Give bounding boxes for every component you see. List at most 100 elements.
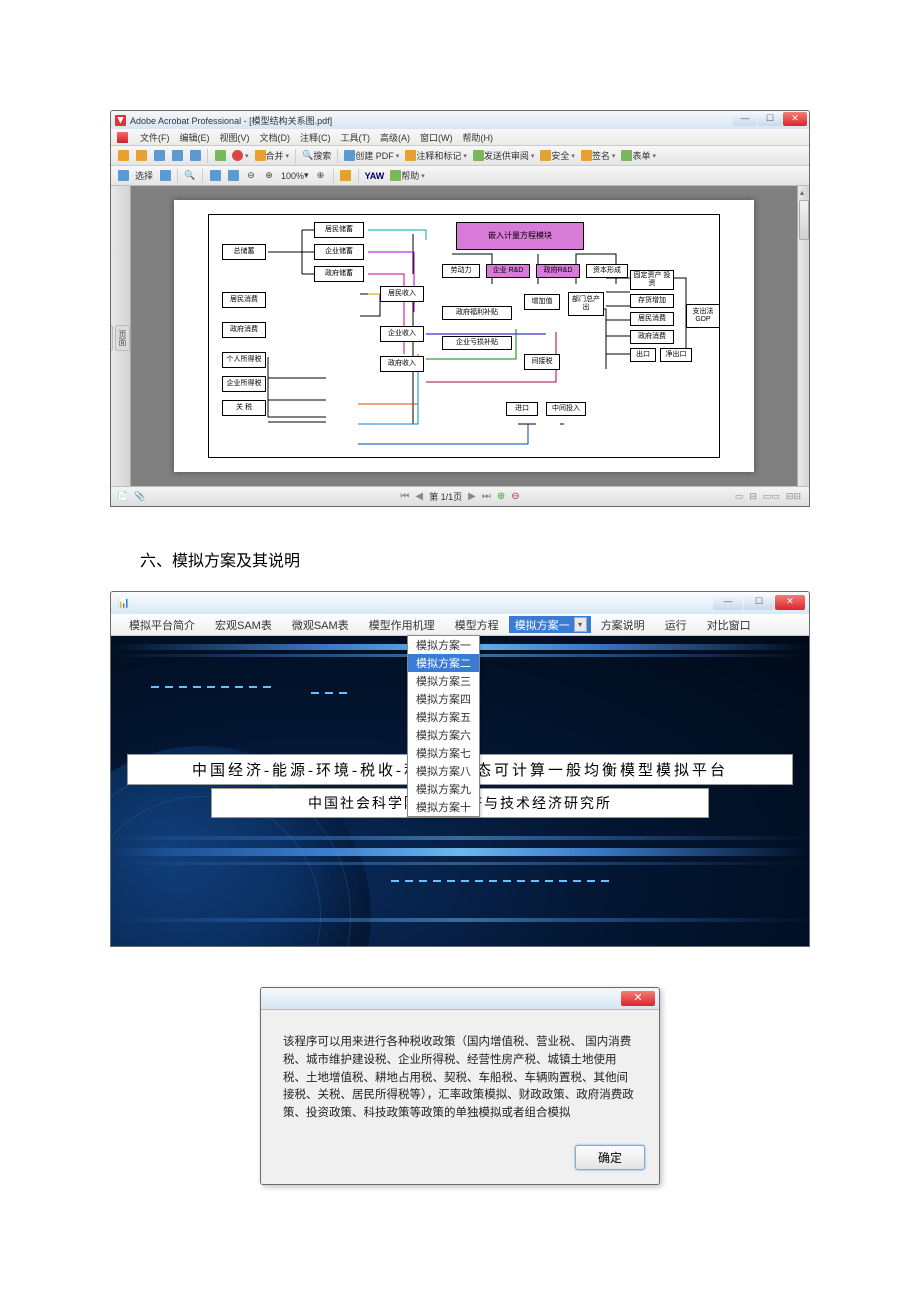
close-button[interactable]: ✕ bbox=[783, 112, 807, 126]
menu-equations[interactable]: 模型方程 bbox=[445, 614, 509, 636]
dropdown-item[interactable]: 模拟方案十 bbox=[408, 798, 479, 816]
snapshot-icon[interactable] bbox=[157, 168, 173, 184]
flowchart: 总储蓄 居民消费 政府消费 个人所得税 企业所得税 关 税 居民储蓄 企业储蓄 … bbox=[208, 214, 720, 458]
platform-titlebar[interactable]: 📊 — ☐ ✕ bbox=[111, 592, 809, 614]
comment-button[interactable]: 注释和标记 bbox=[403, 148, 469, 164]
platform-close-button[interactable]: ✕ bbox=[775, 595, 805, 610]
zoom-in2-icon[interactable]: ⊕ bbox=[261, 168, 277, 184]
acrobat-toolbar-1: 合并 🔍 搜索 创建 PDF 注释和标记 发送供审阅 安全 签名 表单 bbox=[111, 146, 809, 166]
menu-edit[interactable]: 编辑(E) bbox=[180, 131, 210, 144]
dialog-button-row: 确定 bbox=[261, 1139, 659, 1184]
remove-page-icon[interactable]: ⊖ bbox=[511, 491, 519, 502]
dropdown-item[interactable]: 模拟方案五 bbox=[408, 708, 479, 726]
help-button[interactable]: 帮助 bbox=[388, 168, 427, 184]
zoom-out-icon[interactable]: ⊖ bbox=[243, 168, 259, 184]
sidetab-bookmarks[interactable]: 书签 bbox=[110, 325, 113, 351]
menu-file[interactable]: 文件(F) bbox=[140, 131, 170, 144]
facing-icon[interactable]: ▭▭ bbox=[763, 491, 780, 502]
menu-explain[interactable]: 方案说明 bbox=[591, 614, 655, 636]
menu-macro-sam[interactable]: 宏观SAM表 bbox=[205, 614, 282, 636]
create-pdf-button[interactable]: 创建 PDF bbox=[342, 148, 401, 164]
menu-view[interactable]: 视图(V) bbox=[220, 131, 250, 144]
continuous-icon[interactable]: ⊟ bbox=[749, 491, 757, 502]
scrollbar-thumb[interactable] bbox=[799, 200, 809, 240]
dropdown-item[interactable]: 模拟方案二 bbox=[408, 654, 479, 672]
yaw-label[interactable]: YAW bbox=[363, 168, 387, 184]
menu-compare[interactable]: 对比窗口 bbox=[697, 614, 761, 636]
dropdown-item[interactable]: 模拟方案三 bbox=[408, 672, 479, 690]
platform-maximize-button[interactable]: ☐ bbox=[744, 595, 774, 610]
dialog-close-button[interactable]: ✕ bbox=[621, 991, 655, 1006]
rotate-icon[interactable]: ⊕ bbox=[313, 168, 329, 184]
vertical-scrollbar[interactable] bbox=[797, 186, 809, 486]
zoom-level[interactable]: 100% ▾ bbox=[279, 168, 311, 184]
secure-button[interactable]: 安全 bbox=[538, 148, 577, 164]
menu-window[interactable]: 窗口(W) bbox=[420, 131, 453, 144]
pdf-page: 总储蓄 居民消费 政府消费 个人所得税 企业所得税 关 税 居民储蓄 企业储蓄 … bbox=[174, 200, 754, 472]
maximize-button[interactable]: ☐ bbox=[758, 112, 782, 126]
info-dialog: ✕ 该程序可以用来进行各种税收政策（国内增值税、营业税、 国内消费税、城市维护建… bbox=[260, 987, 660, 1185]
print-icon[interactable] bbox=[169, 148, 185, 164]
combine-button[interactable]: 合并 bbox=[253, 148, 292, 164]
menu-document[interactable]: 文档(D) bbox=[260, 131, 291, 144]
side-tabs-left: 页面 书签 附件 注释 签名 bbox=[111, 186, 131, 486]
acrobat-titlebar[interactable]: Adobe Acrobat Professional - [模型结构关系图.pd… bbox=[111, 111, 809, 129]
continuous-facing-icon[interactable]: ⊟⊟ bbox=[786, 491, 801, 502]
dropdown-item[interactable]: 模拟方案七 bbox=[408, 744, 479, 762]
platform-window-buttons: — ☐ ✕ bbox=[712, 595, 805, 610]
zoom-in-icon[interactable]: 🔍 bbox=[182, 168, 198, 184]
minimize-button[interactable]: — bbox=[733, 112, 757, 126]
menu-micro-sam[interactable]: 微观SAM表 bbox=[282, 614, 359, 636]
window-buttons: — ☐ ✕ bbox=[732, 112, 807, 126]
platform-minimize-button[interactable]: — bbox=[713, 595, 743, 610]
scenario-dropdown[interactable]: 模拟方案一模拟方案二模拟方案三模拟方案四模拟方案五模拟方案六模拟方案七模拟方案八… bbox=[407, 635, 480, 817]
bookmark-icon[interactable] bbox=[338, 168, 354, 184]
menu-tools[interactable]: 工具(T) bbox=[341, 131, 371, 144]
search-button[interactable]: 🔍 搜索 bbox=[300, 148, 333, 164]
last-page-button[interactable]: ⏭ bbox=[482, 491, 491, 502]
acrobat-menubar: 文件(F) 编辑(E) 视图(V) 文档(D) 注释(C) 工具(T) 高级(A… bbox=[111, 129, 809, 146]
menu-run[interactable]: 运行 bbox=[655, 614, 697, 636]
ok-button[interactable]: 确定 bbox=[575, 1145, 645, 1170]
prev-page-button[interactable]: ◀ bbox=[415, 491, 423, 502]
review-button[interactable]: 发送供审阅 bbox=[471, 148, 537, 164]
dropdown-item[interactable]: 模拟方案六 bbox=[408, 726, 479, 744]
forms-button[interactable]: 表单 bbox=[619, 148, 658, 164]
menu-comment[interactable]: 注释(C) bbox=[300, 131, 331, 144]
menu-mechanism[interactable]: 模型作用机理 bbox=[359, 614, 445, 636]
save-icon[interactable] bbox=[151, 148, 167, 164]
acrobat-toolbar-2: 选择 🔍 ⊖ ⊕ 100% ▾ ⊕ YAW 帮助 bbox=[111, 166, 809, 186]
find-icon[interactable] bbox=[212, 148, 228, 164]
menu-intro[interactable]: 模拟平台简介 bbox=[119, 614, 205, 636]
platform-menubar: 模拟平台简介 宏观SAM表 微观SAM表 模型作用机理 模型方程 模拟方案一 ▾… bbox=[111, 614, 809, 636]
attach-view-icon[interactable]: 📎 bbox=[134, 491, 145, 502]
scenario-combo[interactable]: 模拟方案一 ▾ bbox=[509, 616, 591, 633]
first-page-button[interactable]: ⏮ bbox=[400, 491, 409, 502]
next-page-button[interactable]: ▶ bbox=[468, 491, 476, 502]
sidetab-pages[interactable]: 页面 bbox=[115, 325, 130, 351]
page-canvas[interactable]: 总储蓄 居民消费 政府消费 个人所得税 企业所得税 关 税 居民储蓄 企业储蓄 … bbox=[131, 186, 797, 486]
doc-view-icon[interactable]: 📄 bbox=[117, 491, 128, 502]
select-button[interactable]: 选择 bbox=[133, 168, 155, 184]
menu-advanced[interactable]: 高级(A) bbox=[380, 131, 410, 144]
pdf-icon bbox=[117, 132, 128, 143]
sign-button[interactable]: 签名 bbox=[579, 148, 618, 164]
fit-width-icon[interactable] bbox=[225, 168, 241, 184]
mail-icon[interactable] bbox=[187, 148, 203, 164]
new-icon[interactable] bbox=[115, 148, 131, 164]
open-icon[interactable] bbox=[133, 148, 149, 164]
add-page-icon[interactable]: ⊕ bbox=[497, 491, 505, 502]
record-icon[interactable] bbox=[230, 148, 251, 164]
section-heading: 六、模拟方案及其说明 bbox=[140, 547, 880, 571]
fit-page-icon[interactable] bbox=[207, 168, 223, 184]
dropdown-item[interactable]: 模拟方案八 bbox=[408, 762, 479, 780]
dropdown-item[interactable]: 模拟方案一 bbox=[408, 636, 479, 654]
dialog-titlebar[interactable]: ✕ bbox=[261, 988, 659, 1010]
hand-icon[interactable] bbox=[115, 168, 131, 184]
menu-help[interactable]: 帮助(H) bbox=[463, 131, 494, 144]
chevron-down-icon[interactable]: ▾ bbox=[574, 617, 587, 632]
dropdown-item[interactable]: 模拟方案四 bbox=[408, 690, 479, 708]
dropdown-item[interactable]: 模拟方案九 bbox=[408, 780, 479, 798]
scenario-combo-text: 模拟方案一 bbox=[515, 617, 570, 633]
single-page-icon[interactable]: ▭ bbox=[735, 491, 744, 502]
